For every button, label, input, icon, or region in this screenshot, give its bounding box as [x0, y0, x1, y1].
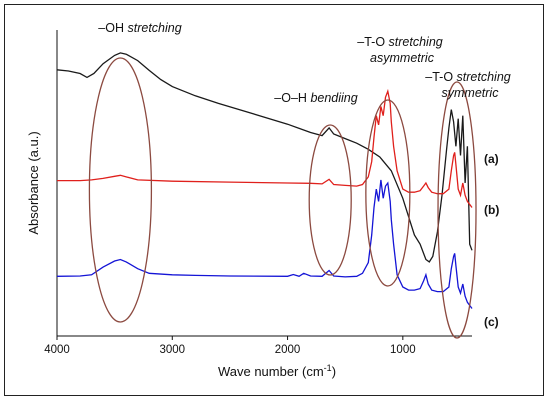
series-line-c: [56, 179, 473, 309]
annotation-label-line2: asymmetric: [370, 51, 435, 65]
x-tick-label: 4000: [44, 344, 70, 356]
annotation-label: –T-O stretching: [357, 35, 443, 49]
annotation-label: –O–H bendiing: [274, 91, 357, 105]
x-axis-label: Wave number (cm-1): [218, 363, 336, 379]
figure-frame: [4, 4, 544, 396]
annotation-label: –T-O stretching: [425, 70, 511, 84]
region-ellipse: [365, 99, 411, 287]
region-ellipse: [308, 124, 352, 276]
x-tick-label: 2000: [275, 344, 301, 356]
y-axis-label: Absorbance (a.u.): [26, 131, 41, 234]
series-label-b: (b): [484, 203, 499, 217]
series-label-a: (a): [484, 152, 499, 166]
annotation-label-line2: symmetric: [442, 86, 500, 100]
series-line-b: [57, 88, 473, 208]
series-line-a: [56, 52, 473, 263]
region-ellipse: [437, 81, 477, 339]
annotation-label: –OH stretching: [98, 21, 181, 35]
region-ellipse: [88, 57, 153, 323]
x-tick-label: 3000: [159, 344, 185, 356]
x-tick-label: 1000: [390, 344, 416, 356]
series-label-c: (c): [484, 315, 499, 329]
